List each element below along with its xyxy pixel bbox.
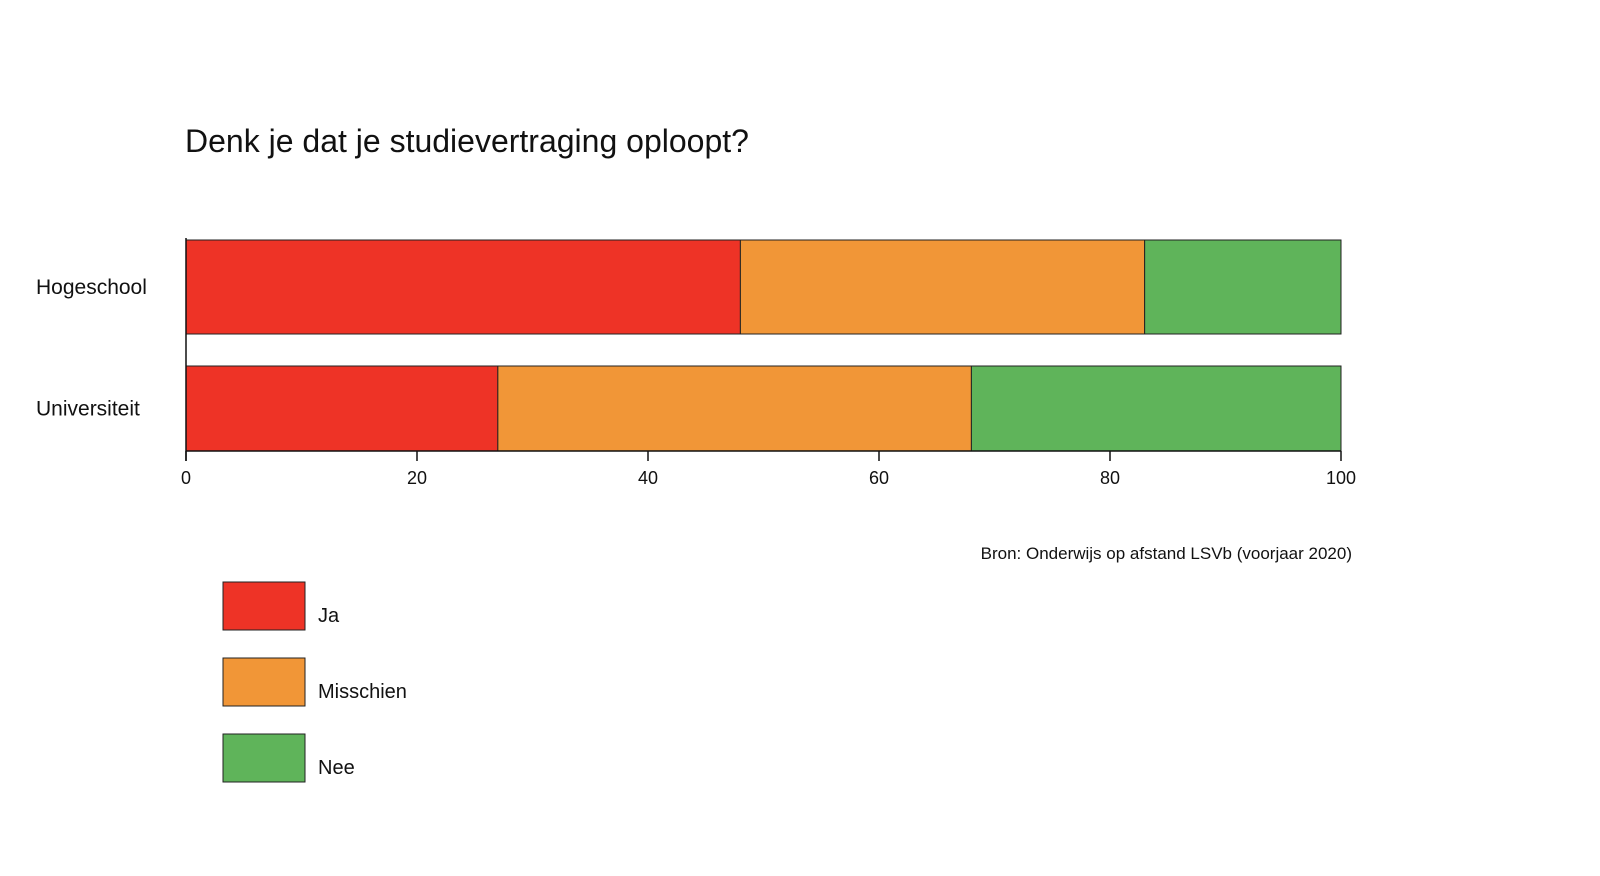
x-tick-label: 20 bbox=[407, 468, 427, 488]
source-note: Bron: Onderwijs op afstand LSVb (voorjaa… bbox=[981, 544, 1352, 563]
x-tick-label: 40 bbox=[638, 468, 658, 488]
x-tick-label: 100 bbox=[1326, 468, 1356, 488]
x-axis-ticks: 0 20 40 60 80 100 bbox=[181, 451, 1356, 488]
x-tick-label: 60 bbox=[869, 468, 889, 488]
bar-segment-1-0 bbox=[185, 365, 499, 452]
bar-segment-0-0 bbox=[185, 239, 741, 335]
category-label: Universiteit bbox=[36, 398, 140, 421]
chart-title: Denk je dat je studievertraging oploopt? bbox=[185, 123, 749, 159]
legend-swatch bbox=[222, 581, 306, 631]
legend-label: Nee bbox=[318, 757, 355, 779]
legend-label: Misschien bbox=[318, 681, 407, 703]
bar-segment-0-2 bbox=[1144, 239, 1342, 335]
category-labels: Hogeschool Universiteit bbox=[36, 276, 147, 421]
bar-segment-1-2 bbox=[970, 365, 1342, 452]
legend-swatch bbox=[222, 733, 306, 783]
legend: Ja Misschien Nee bbox=[222, 581, 407, 783]
x-tick-label: 0 bbox=[181, 468, 191, 488]
axes-group bbox=[185, 238, 1341, 461]
bars-group bbox=[185, 239, 1342, 452]
bar-segment-0-1 bbox=[739, 239, 1146, 335]
legend-label: Ja bbox=[318, 605, 340, 627]
bar-segment-1-1 bbox=[497, 365, 972, 452]
x-tick-label: 80 bbox=[1100, 468, 1120, 488]
legend-swatch bbox=[222, 657, 306, 707]
category-label: Hogeschool bbox=[36, 276, 147, 299]
